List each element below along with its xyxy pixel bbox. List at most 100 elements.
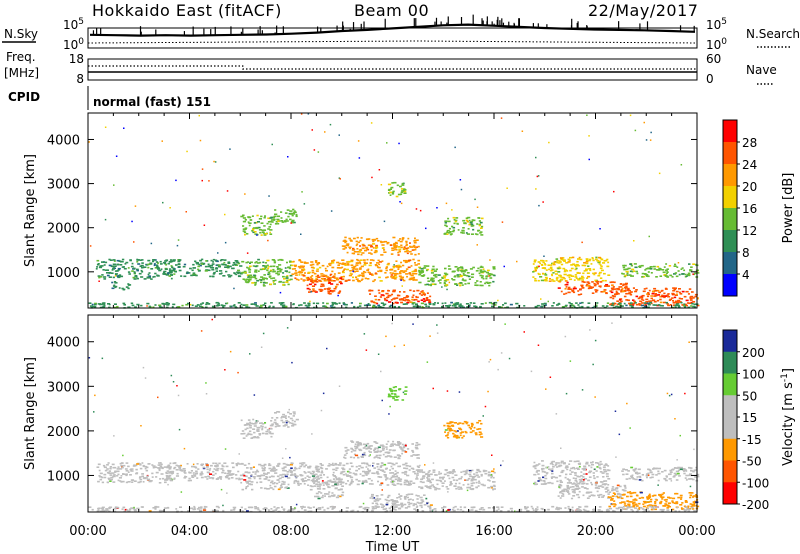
echo-cell-6 bbox=[324, 493, 328, 495]
echo-cell-3 bbox=[247, 276, 251, 278]
echo-cell-16 bbox=[625, 508, 628, 511]
echo-cell-17 bbox=[207, 303, 210, 305]
echo-cell-6 bbox=[377, 266, 381, 269]
echo-cell-3 bbox=[248, 269, 252, 271]
echo-cell-8 bbox=[393, 246, 397, 248]
echo-cell-0 bbox=[101, 261, 105, 263]
scatter-point bbox=[535, 156, 537, 159]
echo-cell-0 bbox=[160, 463, 163, 466]
echo-cell-17 bbox=[647, 306, 650, 309]
echo-cell-12 bbox=[581, 483, 584, 485]
echo-cell-17 bbox=[612, 306, 616, 309]
echo-cell-17 bbox=[342, 302, 345, 304]
echo-cell-6 bbox=[331, 485, 335, 487]
echo-cell-17 bbox=[634, 302, 637, 304]
echo-cell-6 bbox=[325, 269, 329, 272]
echo-cell-16 bbox=[681, 267, 684, 269]
echo-cell-16 bbox=[196, 508, 200, 510]
echo-cell-2 bbox=[237, 269, 241, 272]
echo-cell-9 bbox=[409, 301, 413, 303]
scatter-point bbox=[301, 191, 303, 193]
echo-cell-2 bbox=[246, 482, 249, 484]
echo-cell-1 bbox=[188, 477, 191, 480]
echo-cell-11 bbox=[427, 280, 431, 282]
echo-cell-7 bbox=[363, 451, 366, 454]
echo-cell-4 bbox=[258, 218, 263, 220]
echo-cell-14 bbox=[633, 491, 637, 494]
echo-cell-10 bbox=[427, 473, 431, 476]
echo-cell-14 bbox=[572, 287, 576, 290]
echo-cell-1 bbox=[196, 477, 199, 479]
echo-cell-8 bbox=[391, 502, 394, 505]
echo-cell-15 bbox=[624, 469, 628, 471]
echo-cell-16 bbox=[647, 267, 650, 270]
echo-cell-5 bbox=[274, 209, 277, 211]
echo-cell-13 bbox=[571, 486, 575, 488]
echo-cell-13 bbox=[585, 260, 589, 263]
freq-frame bbox=[87, 58, 698, 81]
echo-cell-8 bbox=[384, 498, 387, 501]
echo-cell-9 bbox=[411, 296, 414, 298]
echo-cell-1 bbox=[173, 477, 176, 480]
echo-cell-12 bbox=[572, 477, 575, 479]
echo-cell-0 bbox=[128, 273, 131, 275]
echo-cell-3 bbox=[252, 428, 256, 430]
echo-cell-11 bbox=[457, 423, 460, 425]
echo-cell-5 bbox=[405, 462, 408, 465]
echo-cell-6 bbox=[412, 258, 415, 261]
echo-cell-10 bbox=[418, 486, 421, 488]
echo-cell-14 bbox=[558, 280, 562, 283]
echo-cell-15 bbox=[650, 297, 653, 300]
echo-cell-9 bbox=[420, 299, 424, 301]
echo-cell-14 bbox=[623, 503, 627, 505]
echo-cell-2 bbox=[186, 271, 189, 273]
echo-cell-15 bbox=[687, 302, 690, 304]
echo-cell-13 bbox=[548, 280, 552, 282]
echo-cell-3 bbox=[259, 268, 263, 271]
echo-cell-13 bbox=[566, 486, 569, 488]
echo-cell-2 bbox=[287, 477, 291, 479]
echo-cell-12 bbox=[589, 470, 593, 473]
echo-cell-0 bbox=[117, 267, 121, 270]
echo-cell-5 bbox=[314, 466, 318, 469]
echo-cell-12 bbox=[596, 466, 599, 468]
echo-cell-14 bbox=[565, 283, 569, 286]
echo-cell-15 bbox=[684, 303, 687, 306]
echo-cell-8 bbox=[413, 248, 417, 251]
echo-cell-15 bbox=[675, 479, 679, 481]
echo-cell-5 bbox=[380, 464, 384, 467]
echo-cell-6 bbox=[331, 262, 335, 264]
echo-cell-2 bbox=[282, 483, 286, 485]
echo-cell-1 bbox=[210, 477, 213, 479]
echo-cell-1 bbox=[212, 477, 215, 479]
echo-cell-17 bbox=[136, 303, 140, 306]
echo-cell-0 bbox=[155, 476, 158, 478]
echo-cell-6 bbox=[412, 279, 415, 281]
echo-cell-6 bbox=[414, 279, 418, 281]
echo-cell-16 bbox=[136, 507, 140, 510]
echo-cell-11 bbox=[447, 432, 450, 434]
echo-cell-0 bbox=[147, 259, 151, 262]
echo-cell-14 bbox=[627, 503, 631, 506]
echo-cell-3 bbox=[251, 282, 255, 284]
echo-cell-1 bbox=[195, 470, 198, 473]
echo-cell-2 bbox=[287, 464, 290, 466]
echo-cell-4 bbox=[257, 226, 261, 229]
echo-cell-5 bbox=[298, 467, 301, 470]
echo-cell-16 bbox=[674, 272, 678, 274]
echo-cell-7 bbox=[375, 451, 379, 453]
echo-cell-3 bbox=[288, 271, 291, 274]
echo-cell-13 bbox=[563, 260, 566, 262]
echo-cell-11 bbox=[480, 433, 483, 435]
echo-cell-0 bbox=[152, 466, 155, 469]
echo-cell-1 bbox=[206, 478, 209, 480]
echo-cell-1 bbox=[212, 462, 215, 465]
echo-cell-6 bbox=[408, 272, 411, 274]
echo-cell-11 bbox=[493, 274, 496, 277]
echo-cell-10 bbox=[487, 479, 490, 481]
echo-cell-11 bbox=[445, 435, 448, 437]
echo-cell-4 bbox=[256, 227, 259, 229]
echo-cell-14 bbox=[693, 495, 696, 497]
echo-cell-8 bbox=[359, 245, 362, 247]
echo-cell-10 bbox=[401, 184, 405, 186]
